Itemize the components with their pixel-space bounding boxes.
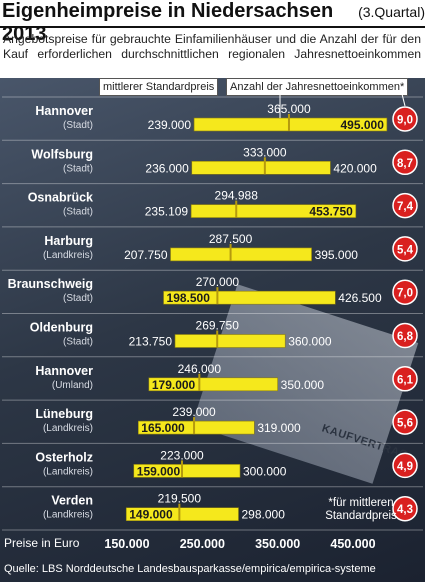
median-value-label: 223.000 — [160, 448, 204, 462]
category-label: Osnabrück — [28, 191, 93, 205]
category-label: Lüneburg — [35, 407, 93, 421]
legend-median: mittlerer Standardpreis — [99, 78, 219, 96]
high-value-label: 395.000 — [315, 248, 359, 262]
x-tick-label: 150.000 — [104, 537, 149, 551]
income-badge — [392, 409, 418, 435]
low-value-label: 235.109 — [145, 205, 189, 219]
income-badge — [392, 106, 418, 132]
price-range-bar — [170, 247, 312, 262]
category-sublabel: (Stadt) — [63, 293, 93, 304]
category-sublabel: (Stadt) — [63, 163, 93, 174]
income-badge — [392, 149, 418, 176]
category-sublabel: (Stadt) — [63, 120, 93, 131]
title-rule — [0, 26, 425, 28]
income-badge-label: 6,8 — [397, 331, 414, 343]
median-value-label: 365.000 — [267, 102, 311, 116]
high-value-label: 420.000 — [333, 161, 377, 175]
median-value-label: 239.000 — [172, 405, 216, 419]
high-value-label: 426.500 — [338, 291, 382, 305]
legend-pointer-income — [401, 93, 406, 107]
category-label: Hannover — [35, 104, 93, 118]
legend-income: Anzahl der Jahresnettoeinkommen* — [226, 78, 409, 96]
median-value-label: 333.000 — [243, 145, 287, 159]
category-label: Hannover — [35, 364, 93, 378]
x-tick-label: 450.000 — [330, 537, 375, 551]
low-value-label: 236.000 — [145, 161, 189, 175]
income-badge — [392, 322, 418, 349]
axis-label: Preise in Euro — [4, 536, 80, 550]
category-sublabel: (Stadt) — [63, 337, 93, 348]
category-sublabel: (Landkreis) — [43, 423, 93, 434]
median-value-label: 219.500 — [158, 492, 202, 506]
category-label: Osterholz — [35, 450, 93, 464]
income-badge-label: 7,0 — [397, 288, 413, 300]
median-value-label: 246.000 — [178, 362, 222, 376]
price-range-bar — [191, 161, 331, 175]
low-value-label: 239.000 — [148, 118, 192, 132]
income-badge-label: 9,0 — [397, 115, 413, 127]
high-value-label: 453.750 — [309, 205, 353, 219]
subtitle: Angebotspreise für gebrauchte Einfamilie… — [3, 32, 421, 61]
median-value-label: 294.988 — [215, 189, 259, 203]
income-badge-label: 8,7 — [397, 158, 413, 170]
category-label: Harburg — [44, 234, 93, 248]
quarter-label: (3.Quartal) — [358, 4, 425, 20]
price-range-bar — [133, 464, 241, 478]
income-badge — [392, 192, 418, 219]
high-value-label: 300.000 — [243, 464, 287, 478]
x-tick-label: 350.000 — [255, 537, 300, 551]
low-value-label: 198.500 — [167, 291, 211, 305]
income-badge — [392, 279, 418, 305]
price-range-bar — [148, 377, 278, 392]
income-badge-label: 6,1 — [397, 374, 414, 386]
low-value-label: 149.000 — [129, 508, 173, 522]
price-range-bar — [174, 334, 286, 348]
category-label: Verden — [51, 494, 93, 508]
price-range-bar — [193, 117, 388, 132]
category-sublabel: (Umland) — [52, 380, 93, 391]
median-value-label: 269.750 — [196, 319, 240, 333]
footnote: *für mittleren Standardpreis — [325, 497, 397, 522]
page-title: Eigenheimpreise in Niedersachsen 2013 — [2, 0, 334, 45]
high-value-label: 319.000 — [257, 421, 301, 435]
low-value-label: 213.750 — [129, 335, 173, 349]
income-badge-label: 5,4 — [397, 244, 414, 256]
low-value-label: 179.000 — [152, 378, 196, 392]
income-badge — [392, 495, 418, 522]
income-badge-label: 4,3 — [397, 504, 413, 516]
source-note: Quelle: LBS Norddeutsche Landesbausparka… — [4, 563, 376, 575]
category-sublabel: (Landkreis) — [43, 466, 93, 477]
category-label: Oldenburg — [30, 321, 93, 335]
income-badge — [392, 366, 418, 392]
high-value-label: 495.000 — [341, 118, 385, 132]
x-tick-label: 250.000 — [180, 537, 225, 551]
category-label: Wolfsburg — [31, 147, 93, 161]
high-value-label: 298.000 — [241, 508, 285, 522]
income-badge — [392, 236, 418, 262]
median-value-label: 287.500 — [209, 232, 253, 246]
category-sublabel: (Stadt) — [63, 207, 93, 218]
category-sublabel: (Landkreis) — [43, 510, 93, 521]
price-range-bar — [125, 507, 239, 522]
category-sublabel: (Landkreis) — [43, 250, 93, 261]
price-range-bar — [138, 420, 255, 435]
title-bar: Eigenheimpreise in Niedersachsen 2013 (3… — [2, 0, 425, 45]
low-value-label: 165.000 — [141, 421, 185, 435]
low-value-label: 207.750 — [124, 248, 168, 262]
income-badge — [392, 452, 418, 479]
high-value-label: 350.000 — [281, 378, 325, 392]
income-badge-label: 5,6 — [397, 418, 413, 430]
income-badge-label: 4,9 — [397, 461, 413, 473]
category-label: Braunschweig — [8, 277, 93, 291]
income-badge-label: 7,4 — [397, 201, 414, 213]
median-value-label: 270.000 — [196, 275, 240, 289]
price-range-bar — [190, 204, 357, 218]
high-value-label: 360.000 — [288, 335, 332, 349]
price-range-bar — [163, 290, 336, 305]
low-value-label: 159.000 — [137, 464, 181, 478]
